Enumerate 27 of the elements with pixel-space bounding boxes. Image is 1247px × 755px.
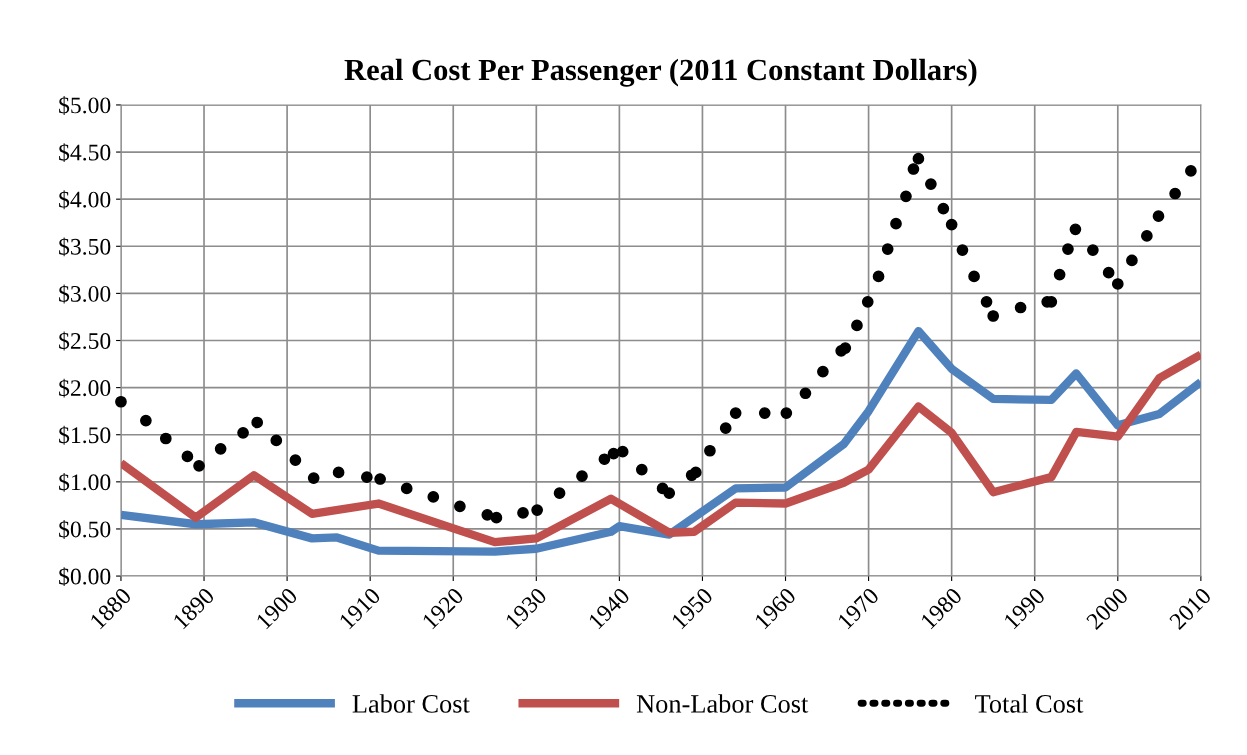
x-tick-label: 1900 <box>255 586 299 630</box>
y-tick-label: $4.00 <box>59 190 111 210</box>
x-tick-label: 1950 <box>671 586 714 630</box>
y-tick-label: $2.50 <box>59 331 111 351</box>
x-tick-label: 1880 <box>89 586 133 630</box>
y-tick-label: $0.50 <box>59 520 111 539</box>
x-tick-label: 1960 <box>754 586 797 630</box>
y-tick-label: $4.50 <box>59 143 111 163</box>
y-tick-label: $3.00 <box>59 284 111 304</box>
x-tick-label: 1940 <box>587 586 631 630</box>
x-tick-label: 1890 <box>172 586 216 630</box>
legend-label: Total Cost <box>975 694 1084 713</box>
y-tick-label: $0.00 <box>59 567 111 587</box>
y-tick-label: $3.50 <box>59 237 111 257</box>
x-tick-label: 1920 <box>421 586 465 630</box>
x-tick-label: 1970 <box>837 586 880 630</box>
y-tick-label: $1.00 <box>59 472 111 492</box>
y-tick-label: $1.50 <box>59 425 111 445</box>
legend-label: Labor Cost <box>352 694 470 713</box>
y-tick-label: $2.00 <box>59 378 111 398</box>
y-tick-label: $5.00 <box>59 96 111 115</box>
x-tick-label: 1930 <box>504 586 548 630</box>
x-tick-label: 1990 <box>1003 586 1046 630</box>
x-tick-label: 1980 <box>920 586 963 630</box>
x-tick-label: 1910 <box>338 586 382 630</box>
chart-title: Real Cost Per Passenger (2011 Constant Dollars) <box>344 58 977 87</box>
legend-label: Non-Labor Cost <box>636 694 809 713</box>
